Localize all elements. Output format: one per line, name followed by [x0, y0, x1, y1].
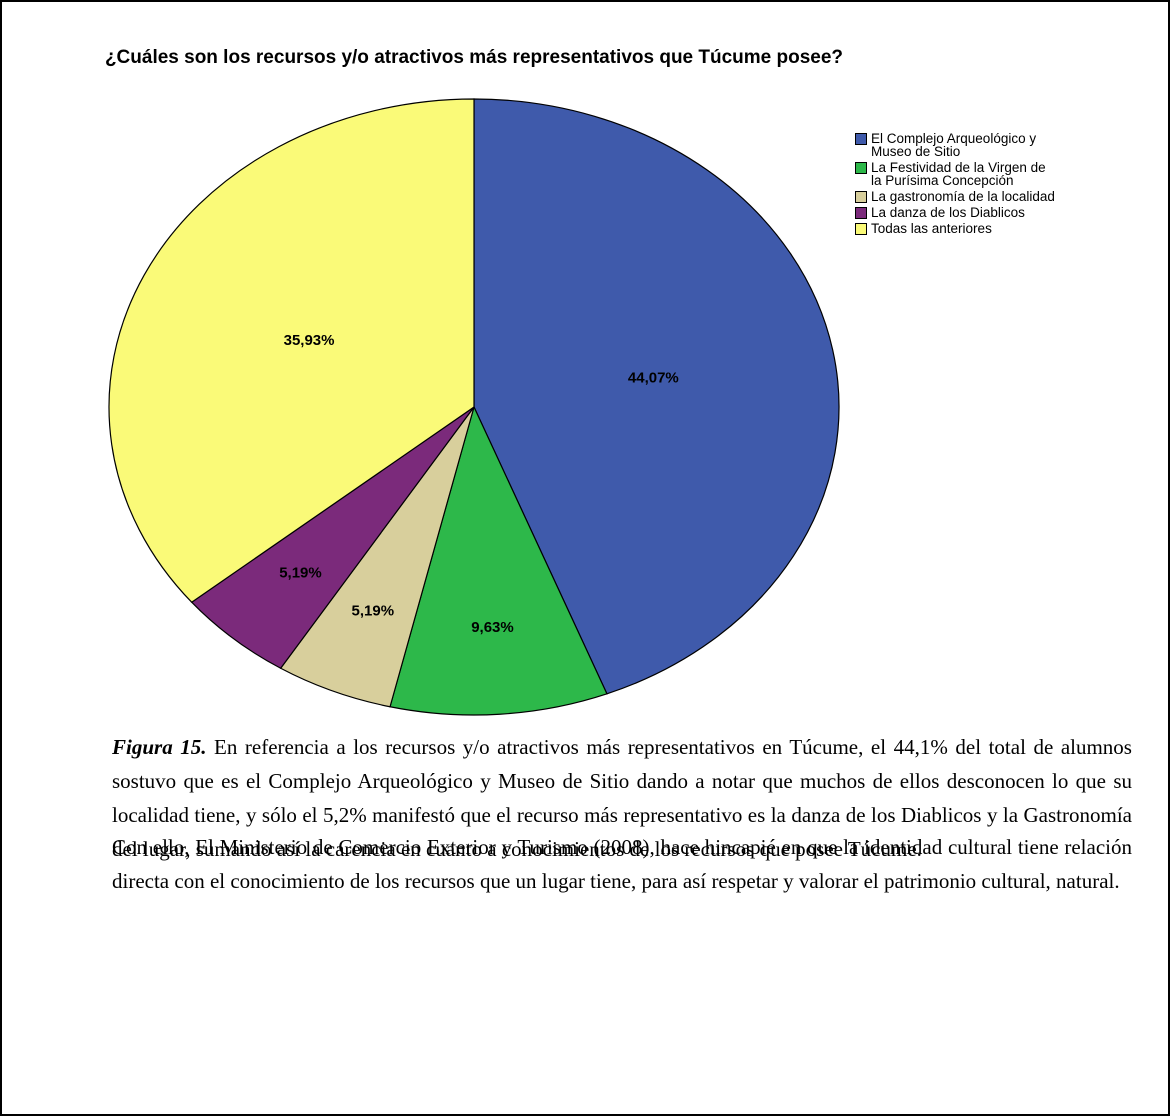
legend-label: La gastronomía de la localidad: [871, 189, 1055, 204]
data-label: 9,63%: [471, 619, 514, 636]
legend-swatch: [855, 223, 867, 235]
legend-swatch: [855, 207, 867, 219]
legend-label: La Festividad de la Virgen de la Purísim…: [871, 160, 1046, 188]
caption-text: En referencia a los recursos y/o atracti…: [112, 735, 1132, 861]
pie-slice: [108, 98, 475, 604]
legend-swatch: [855, 133, 867, 145]
legend-item: La danza de los Diablicos: [855, 206, 1055, 219]
legend: El Complejo Arqueológico y Museo de Siti…: [855, 132, 1055, 238]
data-label: 44,07%: [628, 369, 679, 386]
legend-item: El Complejo Arqueológico y Museo de Siti…: [855, 132, 1055, 158]
chart-title: ¿Cuáles son los recursos y/o atractivos …: [104, 47, 844, 68]
legend-label: La danza de los Diablicos: [871, 205, 1025, 220]
legend-label: El Complejo Arqueológico y Museo de Siti…: [871, 131, 1037, 159]
data-label: 5,19%: [279, 565, 322, 582]
legend-swatch: [855, 191, 867, 203]
pie-slice: [389, 405, 608, 716]
pie-chart: 44,07% 9,63% 5,19% 5,19% 35,93%: [108, 98, 840, 716]
pie-slice: [473, 98, 840, 695]
legend-label: Todas las anteriores: [871, 221, 992, 236]
data-label: 5,19%: [352, 603, 395, 620]
data-label: 35,93%: [284, 332, 335, 349]
paragraph: Con ello, El Ministerio de Comercio Exte…: [112, 835, 1132, 893]
caption-label: Figura 15.: [112, 735, 207, 759]
caption: Figura 15. En referencia a los recursos …: [112, 730, 1132, 866]
legend-swatch: [855, 162, 867, 174]
legend-item: Todas las anteriores: [855, 222, 1055, 235]
legend-item: La Festividad de la Virgen de la Purísim…: [855, 161, 1055, 187]
legend-item: La gastronomía de la localidad: [855, 190, 1055, 203]
